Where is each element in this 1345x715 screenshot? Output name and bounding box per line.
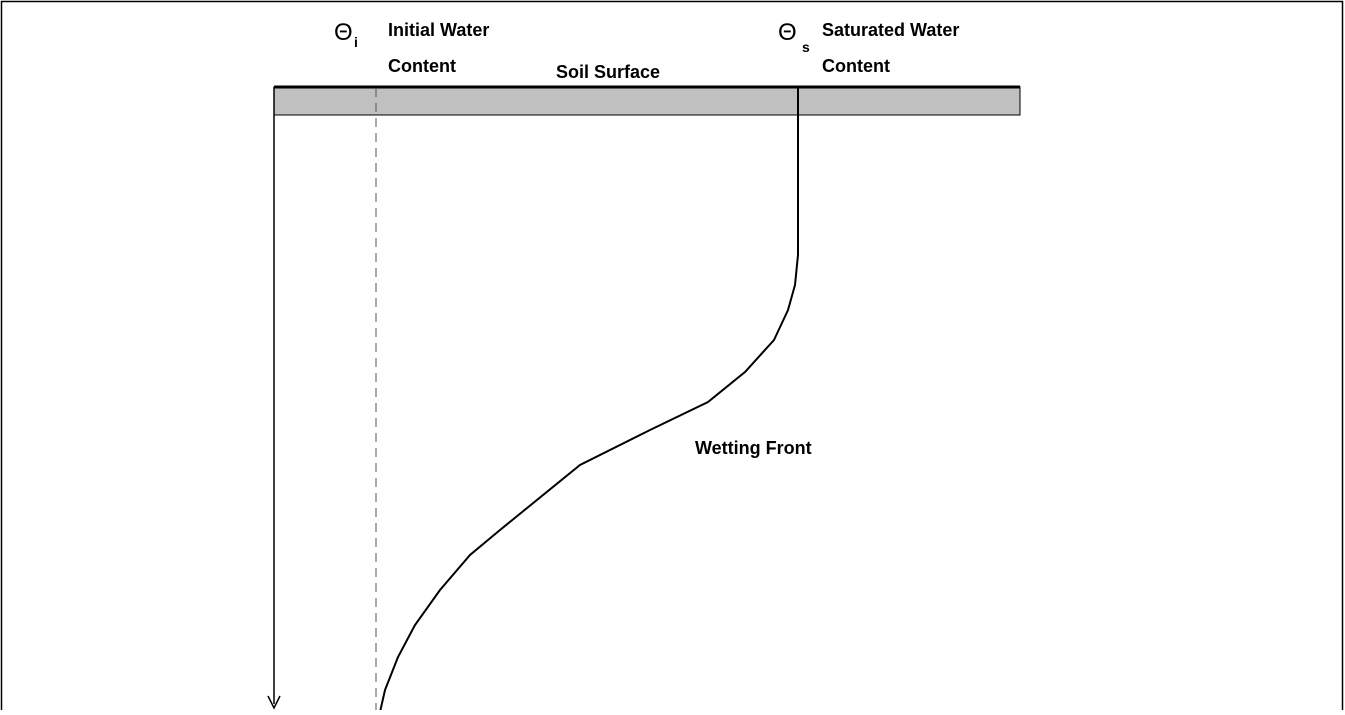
wetting-curve: [379, 88, 799, 713]
label: Content: [388, 56, 456, 76]
theta-subscript: i: [354, 34, 358, 50]
label: Soil Surface: [556, 62, 660, 82]
label: Content: [822, 56, 890, 76]
axis-arrow: [267, 695, 281, 710]
label: Wetting Front: [695, 438, 812, 458]
theta-symbol: Θ: [334, 19, 353, 46]
soil-surface-bar: [273, 86, 1021, 116]
theta-subscript: s: [802, 39, 810, 55]
label: Saturated Water: [822, 20, 959, 40]
label: Initial Water: [388, 20, 489, 40]
theta-symbol: Θ: [778, 19, 797, 46]
